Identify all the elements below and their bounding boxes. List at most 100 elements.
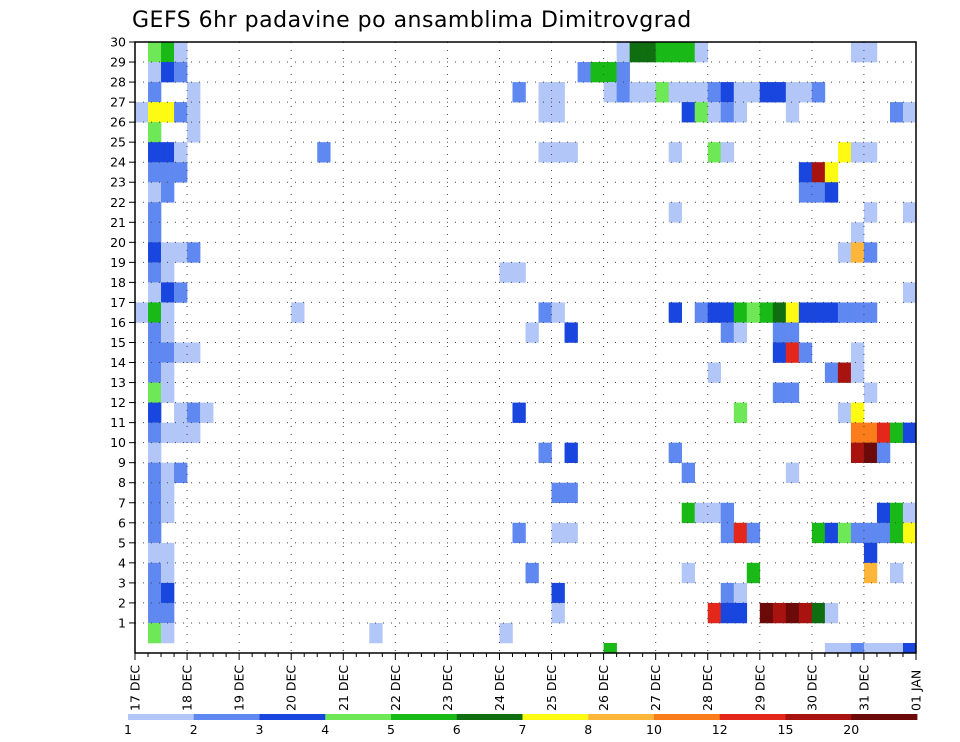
heatmap-cell: [590, 62, 604, 83]
heatmap-cell: [174, 42, 188, 63]
heatmap-cell: [850, 302, 865, 323]
x-axis-ticks: 17 DEC 18 DEC 19 DEC 20 DEC 21 DEC 22 DEC 23 D…: [128, 653, 924, 711]
heatmap-cell: [629, 82, 643, 103]
heatmap-cell: [148, 602, 162, 624]
colorbar-label: 3: [256, 722, 264, 737]
colorbar-label: 4: [321, 722, 329, 737]
heatmap-cell: [720, 82, 735, 103]
y-tick-label: 15: [110, 335, 126, 350]
heatmap-cell: [824, 302, 839, 323]
y-tick-label: 24: [110, 155, 126, 170]
heatmap-cell: [161, 422, 175, 443]
colorbar-swatch: [193, 714, 260, 720]
heatmap-cell: [902, 202, 917, 223]
heatmap-cell: [785, 82, 800, 103]
heatmap-cell: [148, 542, 162, 564]
heatmap-cell: [148, 102, 162, 123]
colorbar-swatch: [851, 714, 918, 720]
heatmap-cell: [655, 82, 669, 103]
x-tick-label: 31 DEC: [856, 665, 871, 711]
heatmap-cell: [720, 582, 735, 604]
heatmap-cell: [681, 562, 696, 584]
heatmap-cell: [694, 102, 709, 123]
heatmap-cell: [629, 42, 643, 63]
heatmap-cell: [798, 162, 813, 183]
heatmap-cell: [850, 342, 865, 363]
heatmap-cell: [174, 162, 188, 183]
heatmap-cell: [174, 62, 188, 83]
colorbar-label: 8: [584, 722, 592, 737]
y-tick-label: 18: [110, 275, 126, 290]
heatmap-cell: [551, 602, 565, 624]
heatmap-cell: [811, 82, 826, 103]
heatmap-cell: [161, 542, 175, 564]
heatmap-cell: [798, 182, 813, 203]
heatmap-cell: [148, 322, 162, 343]
heatmap-cell: [798, 302, 813, 323]
heatmap-cell: [772, 382, 787, 403]
heatmap-cell: [525, 322, 539, 343]
colorbar-label: 6: [453, 722, 461, 737]
heatmap-cell: [668, 82, 682, 103]
heatmap-cell: [681, 502, 696, 524]
heatmap-cell: [161, 322, 175, 343]
heatmap-cell: [161, 362, 175, 383]
heatmap-cell: [642, 82, 656, 103]
y-tick-label: 17: [110, 295, 126, 310]
heatmap-cell: [863, 382, 878, 403]
heatmap-cell: [174, 422, 188, 443]
heatmap-cell: [889, 422, 904, 443]
x-tick-label: 21 DEC: [336, 665, 351, 711]
heatmap-cell: [551, 522, 565, 544]
heatmap-cell: [148, 222, 162, 243]
heatmap-cell: [642, 42, 656, 63]
y-tick-label: 6: [118, 515, 126, 530]
heatmap-cell: [174, 102, 188, 123]
heatmap-cell: [772, 602, 787, 624]
heatmap-cell: [733, 522, 748, 544]
heatmap-cell: [538, 442, 552, 463]
colorbar-swatch: [456, 714, 523, 720]
heatmap-cell: [733, 602, 748, 624]
heatmap-cell: [902, 422, 917, 443]
heatmap-cell: [824, 362, 839, 383]
heatmap-cell: [837, 362, 852, 383]
heatmap-cell: [798, 82, 813, 103]
heatmap-cell: [902, 642, 917, 654]
heatmap-cell: [148, 282, 162, 303]
heatmap-cell: [876, 442, 891, 463]
heatmap-cell: [161, 62, 175, 83]
heatmap-cell: [161, 562, 175, 584]
chart-title: GEFS 6hr padavine po ansamblima Dimitrov…: [132, 8, 692, 33]
heatmap-cell: [863, 442, 878, 463]
heatmap-cell: [785, 322, 800, 343]
heatmap-cell: [603, 82, 617, 103]
heatmap-cell: [369, 622, 383, 644]
heatmap-cell: [161, 482, 175, 504]
heatmap-cell: [564, 142, 578, 163]
heatmap-cell: [850, 522, 865, 544]
heatmap-cell: [733, 402, 748, 423]
heatmap-cell: [850, 642, 865, 654]
x-tick-label: 23 DEC: [440, 665, 455, 711]
heatmap-cell: [694, 82, 709, 103]
heatmap-cell: [785, 382, 800, 403]
heatmap-cell: [850, 402, 865, 423]
heatmap-cell: [733, 302, 748, 323]
colorbar-legend: 1 2 3 4 5 6 7 8 10 12 15 20: [124, 714, 918, 737]
heatmap-cell: [148, 502, 162, 524]
heatmap-cell: [902, 282, 917, 303]
heatmap-cell: [161, 602, 175, 624]
y-tick-label: 2: [118, 595, 126, 610]
heatmap-cell: [772, 342, 787, 363]
heatmap-cell: [616, 42, 630, 63]
heatmap-cell: [811, 302, 826, 323]
heatmap-cell: [863, 522, 878, 544]
heatmap-cell: [863, 42, 878, 63]
heatmap-cell: [850, 142, 865, 163]
x-tick-label: 22 DEC: [388, 665, 403, 711]
heatmap-cell: [863, 422, 878, 443]
heatmap-cell: [148, 42, 162, 63]
heatmap-cell: [668, 442, 682, 463]
heatmap-cell: [668, 142, 682, 163]
